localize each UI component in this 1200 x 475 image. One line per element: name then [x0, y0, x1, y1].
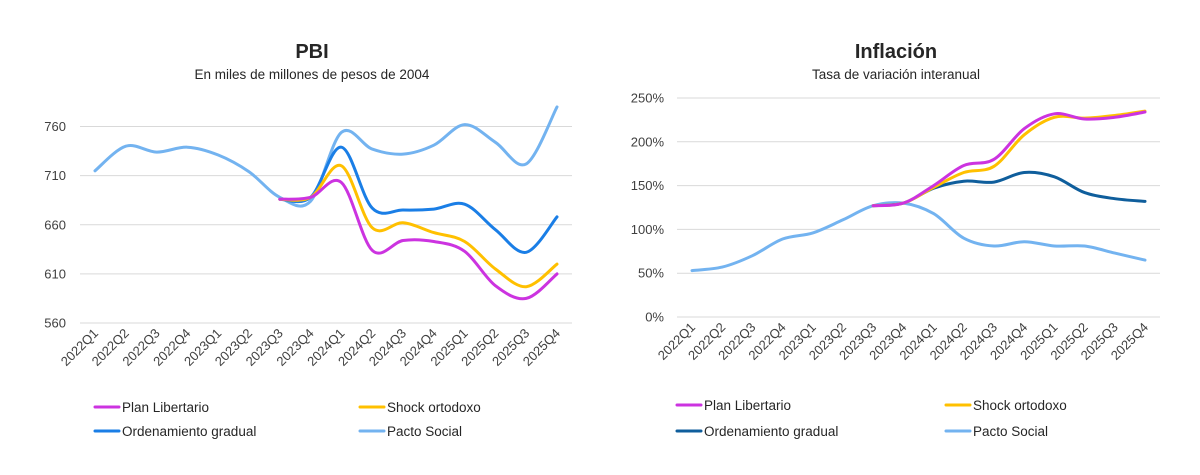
inflacion-subtitle: Tasa de variación interanual	[812, 67, 980, 82]
y-tick-label: 150%	[631, 178, 665, 193]
legend-label: Plan Libertario	[122, 400, 209, 415]
series-line-plan-libertario	[278, 178, 559, 301]
pbi-title: PBI	[295, 41, 328, 63]
y-tick-label: 100%	[631, 222, 665, 237]
inflacion-chart: Inflación Tasa de variación interanual 0…	[631, 41, 1160, 439]
y-tick-label: 710	[44, 168, 66, 183]
pbi-plot: 5606106607107602022Q12022Q22022Q32022Q42…	[44, 105, 572, 439]
y-tick-label: 50%	[638, 266, 664, 281]
y-tick-label: 560	[44, 316, 66, 331]
series-line-plan-libertario	[871, 110, 1147, 208]
pbi-subtitle: En miles de millones de pesos de 2004	[195, 67, 430, 82]
legend-label: Pacto Social	[387, 424, 462, 439]
series-line-shock-ortodoxo	[278, 163, 559, 289]
y-tick-label: 610	[44, 266, 66, 281]
y-tick-label: 760	[44, 119, 66, 134]
series-line-pacto-social	[93, 105, 559, 208]
legend-label: Pacto Social	[973, 424, 1048, 439]
inflacion-plot: 0%50%100%150%200%250%2022Q12022Q22022Q32…	[631, 91, 1160, 439]
series-line-ordenamiento-gradual	[278, 145, 559, 254]
legend-label: Shock ortodoxo	[387, 400, 481, 415]
y-tick-label: 200%	[631, 134, 665, 149]
series-line-pacto-social	[690, 201, 1147, 273]
legend-label: Shock ortodoxo	[973, 398, 1067, 413]
legend-label: Ordenamiento gradual	[704, 424, 838, 439]
pbi-chart: PBI En miles de millones de pesos de 200…	[44, 41, 572, 439]
y-tick-label: 0%	[645, 310, 664, 325]
inflacion-title: Inflación	[855, 41, 937, 63]
legend-label: Ordenamiento gradual	[122, 424, 256, 439]
series-line-shock-ortodoxo	[871, 109, 1147, 208]
y-tick-label: 660	[44, 217, 66, 232]
legend-label: Plan Libertario	[704, 398, 791, 413]
series-line-ordenamiento-gradual	[871, 170, 1147, 208]
y-tick-label: 250%	[631, 91, 665, 106]
